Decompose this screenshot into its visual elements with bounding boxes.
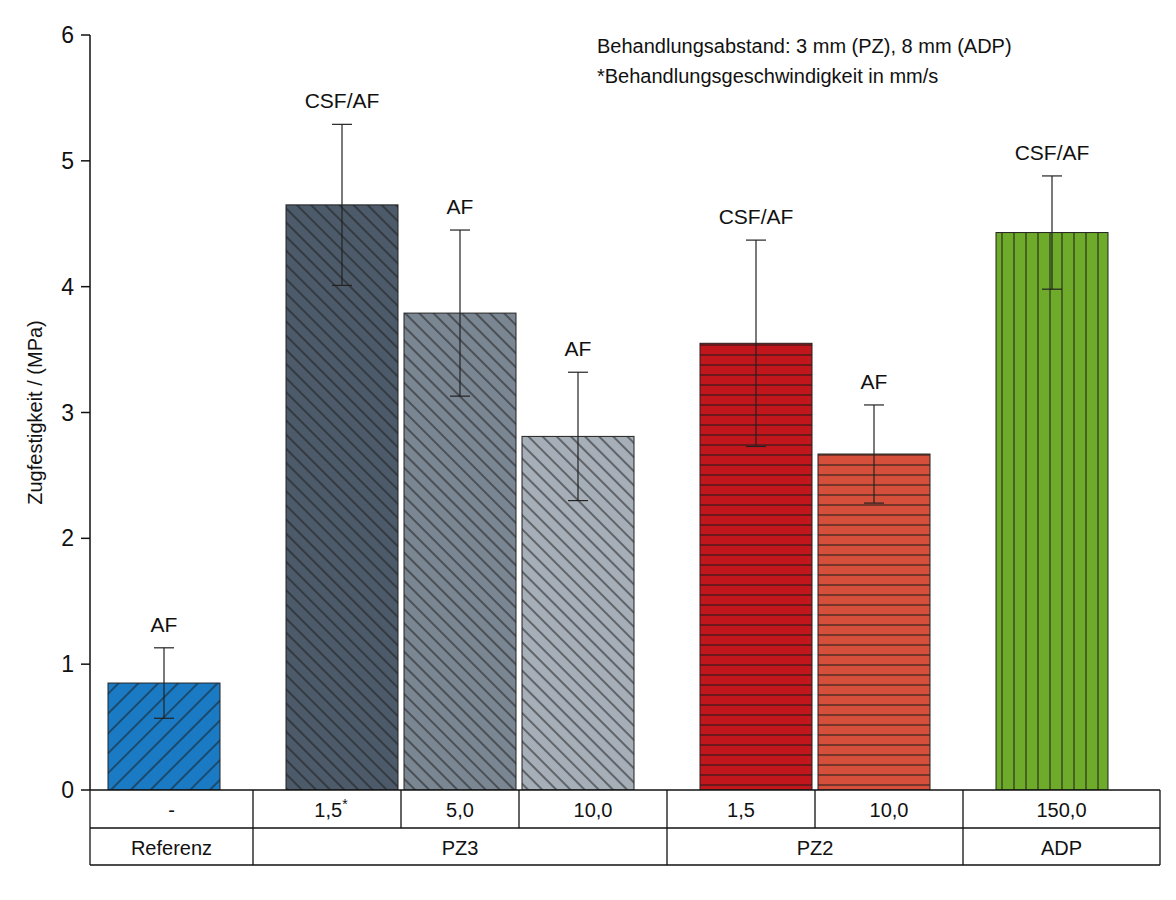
chart: AF CSF/AF AF AF CSF/AF AF CSF/AF 0 1 2 3 4 5 6 Zugfest… [0, 0, 1176, 900]
group-label: PZ2 [797, 837, 834, 859]
x-tick-label: 150,0 [1036, 799, 1086, 821]
annotation: *Behandlungsgeschwindigkeit in mm/s [597, 65, 938, 87]
y-tick-label: 3 [61, 400, 74, 426]
y-tick-label: 6 [61, 22, 74, 48]
table-line [518, 790, 519, 828]
x-tick-label: 10,0 [870, 799, 909, 821]
table-line [814, 790, 815, 828]
error-bar [746, 240, 766, 446]
failure-mode-label: CSF/AF [719, 205, 794, 228]
error-bar [332, 124, 352, 285]
table-line [90, 827, 1160, 828]
y-tick [81, 538, 90, 540]
x-tick-label: 1,5* [314, 796, 348, 821]
error-bar [154, 648, 174, 718]
table-line [1159, 790, 1160, 865]
table-line [89, 790, 90, 865]
y-tick [81, 160, 90, 162]
failure-mode-label: AF [151, 613, 178, 636]
table-line [252, 790, 253, 865]
table-line [90, 864, 1160, 865]
y-tick-label: 2 [61, 525, 74, 551]
x-tick-label: 5,0 [446, 799, 474, 821]
annotation: Behandlungsabstand: 3 mm (PZ), 8 mm (ADP… [597, 35, 1012, 57]
table-line [962, 790, 963, 865]
table-line [666, 790, 667, 865]
y-tick [81, 789, 90, 791]
error-bar [864, 405, 884, 503]
failure-mode-label: AF [447, 195, 474, 218]
group-label: ADP [1041, 837, 1082, 859]
y-tick [81, 34, 90, 36]
y-tick-label: 5 [61, 148, 74, 174]
failure-mode-label: CSF/AF [305, 89, 380, 112]
error-bar [568, 372, 588, 500]
table-line [400, 790, 401, 828]
x-axis [90, 789, 1160, 790]
failure-mode-label: AF [565, 337, 592, 360]
y-axis-label: Zugfestigkeit / (MPa) [24, 320, 46, 505]
failure-mode-label: AF [861, 370, 888, 393]
group-label: PZ3 [442, 837, 479, 859]
x-tick-label: - [168, 799, 175, 821]
bar [996, 233, 1108, 790]
x-tick-label: 1,5 [727, 799, 755, 821]
error-bar [1042, 176, 1062, 289]
y-tick [81, 412, 90, 414]
y-tick-label: 0 [61, 777, 74, 803]
x-tick-label: 10,0 [574, 799, 613, 821]
y-tick-label: 1 [61, 651, 74, 677]
failure-mode-label: CSF/AF [1015, 141, 1090, 164]
y-tick [81, 286, 90, 288]
y-tick-label: 4 [61, 274, 74, 300]
error-bar [450, 230, 470, 396]
bar [818, 454, 930, 790]
bar [286, 205, 398, 790]
bars [108, 205, 1108, 790]
group-label: Referenz [131, 837, 212, 859]
y-tick [81, 663, 90, 665]
error-bars [154, 124, 1062, 718]
